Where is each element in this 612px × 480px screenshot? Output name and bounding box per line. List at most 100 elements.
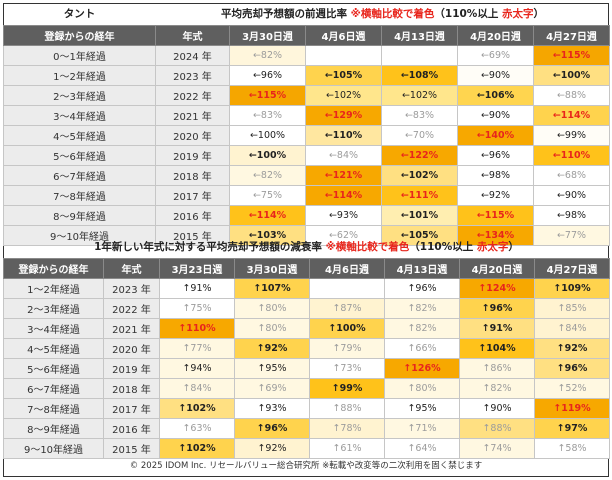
row-elapsed-label: 1～2年経過 [3,277,104,299]
table-row: 7～8年経過 2017 年 ←75% ←114% ←111% ←92% ←90% [3,184,610,206]
ratio-cell: ←115% [533,44,610,66]
table-row: 2～3年経過 2022 年 ←115% ←102% ←102% ←106% ←88% [3,84,610,106]
ratio-cell: ↑71% [384,417,460,439]
header-elapsed: 登録からの経年 [3,257,104,279]
row-year-label: 2019 年 [155,144,230,166]
ratio-cell: ↑88% [459,417,535,439]
ratio-cell: ↑95% [384,397,460,419]
ratio-cell: ↑69% [234,377,310,399]
ratio-cell: ←121% [305,164,382,186]
ratio-cell: ←106% [457,84,534,106]
ratio-cell: ←100% [229,124,306,146]
ratio-cell: ←129% [305,104,382,126]
ratio-cell: ↑85% [534,297,610,319]
ratio-cell: ←102% [381,84,458,106]
row-elapsed-label: 4～5年経過 [3,337,104,359]
ratio-cell: ↑109% [534,277,610,299]
table-row: 3～4年経過 2021 年 ←83% ←129% ←83% ←90% ←114% [3,104,610,126]
ratio-cell: ↑100% [309,317,385,339]
ratio-cell: ←114% [533,104,610,126]
ratio-cell: ←115% [457,204,534,226]
ratio-cell: ↑104% [459,337,535,359]
ratio-cell: ←90% [457,104,534,126]
table-row: 1～2年経過 2023 年 ←96% ←105% ←108% ←90% ←100% [3,64,610,86]
ratio-cell: ↑58% [534,437,610,459]
row-elapsed-label: 5～6年経過 [3,144,156,166]
decay-rate-title-note2: 赤太字 [476,241,509,254]
ratio-cell: ↑66% [384,337,460,359]
ratio-cell: ↑91% [459,317,535,339]
ratio-cell [309,277,385,299]
header-week: 4月6日週 [309,257,385,279]
header-week: 4月13日週 [384,257,460,279]
row-elapsed-label: 6～7年経過 [3,164,156,186]
row-elapsed-label: 7～8年経過 [3,397,104,419]
row-year-label: 2021 年 [103,317,160,339]
row-year-label: 2020 年 [103,337,160,359]
table-row: 5～6年経過 2019 年 ↑94% ↑95% ↑73% ↑126% ↑86% ↑96% [3,357,610,379]
ratio-cell [381,44,458,66]
header-week: 3月23日週 [159,257,235,279]
row-elapsed-label: 3～4年経過 [3,317,104,339]
ratio-cell: ↑96% [534,357,610,379]
weekly-ratio-table: タント 平均売却予想額の前週比率 ※横軸比較で着色（110%以上 赤太字） 登録… [3,3,610,246]
ratio-cell: ←102% [305,84,382,106]
ratio-cell: ↑96% [459,297,535,319]
ratio-cell: ←102% [381,164,458,186]
table-row: 3～4年経過 2021 年 ↑110% ↑80% ↑100% ↑82% ↑91% ↑84% [3,317,610,339]
ratio-cell: ↑119% [534,397,610,419]
table-row: 6～7年経過 2018 年 ↑84% ↑69% ↑99% ↑80% ↑82% ↑52% [3,377,610,399]
row-elapsed-label: 9～10年経過 [3,224,156,246]
row-elapsed-label: 8～9年経過 [3,417,104,439]
ratio-cell: ←110% [533,144,610,166]
ratio-cell: ↑84% [159,377,235,399]
ratio-cell: ↑88% [309,397,385,419]
decay-rate-table: 1年新しい年式に対する平均売却予想額の減衰率 ※横軸比較で着色（110%以上 赤… [3,236,610,459]
ratio-cell: ←98% [457,164,534,186]
decay-rate-title-main: 1年新しい年式に対する平均売却予想額の減衰率 [94,241,326,254]
row-elapsed-label: 2～3年経過 [3,84,156,106]
ratio-cell: ↑73% [309,357,385,379]
header-week: 4月27日週 [534,257,610,279]
table-row: 4～5年経過 2020 年 ←100% ←110% ←70% ←140% ←99% [3,124,610,146]
ratio-cell: ←96% [457,144,534,166]
ratio-cell: ↑87% [309,297,385,319]
row-year-label: 2017 年 [103,397,160,419]
table-row: 8～9年経過 2016 年 ↑63% ↑96% ↑78% ↑71% ↑88% ↑97% [3,417,610,439]
ratio-cell: ↑124% [459,277,535,299]
ratio-cell: ←82% [229,44,306,66]
ratio-cell: ←140% [457,124,534,146]
table-header-row: 登録からの経年 年式 3月30日週 4月6日週 4月13日週 4月20日週 4月… [3,24,610,46]
ratio-cell: ↑95% [234,357,310,379]
ratio-cell: ↑79% [309,337,385,359]
row-year-label: 2022 年 [103,297,160,319]
ratio-cell: ↑86% [459,357,535,379]
ratio-cell: ←70% [381,124,458,146]
ratio-cell: ↑78% [309,417,385,439]
ratio-cell: ←100% [533,64,610,86]
ratio-cell: ←88% [533,84,610,106]
row-year-label: 2023 年 [155,64,230,86]
ratio-cell: ←98% [533,204,610,226]
row-year-label: 2015 年 [155,224,230,246]
ratio-cell: ↑96% [234,417,310,439]
ratio-cell: ←134% [457,224,534,246]
table-row: 9～10年経過 2015 年 ↑102% ↑92% ↑61% ↑64% ↑74% ↑58% [3,437,610,459]
weekly-ratio-title-mid: （110%以上 [434,8,502,21]
ratio-cell: ↑91% [159,277,235,299]
ratio-cell: ↑94% [159,357,235,379]
ratio-cell: ←96% [229,64,306,86]
ratio-cell: ←122% [381,144,458,166]
ratio-cell: ←90% [533,184,610,206]
ratio-cell: ←83% [381,104,458,126]
row-year-label: 2019 年 [103,357,160,379]
row-year-label: 2018 年 [103,377,160,399]
ratio-cell: ↑64% [384,437,460,459]
ratio-cell: ←92% [457,184,534,206]
row-elapsed-label: 0～1年経過 [3,44,156,66]
ratio-cell: ↑52% [534,377,610,399]
ratio-cell: ↑107% [234,277,310,299]
row-elapsed-label: 4～5年経過 [3,124,156,146]
ratio-cell: ←82% [229,164,306,186]
ratio-cell: ←62% [305,224,382,246]
